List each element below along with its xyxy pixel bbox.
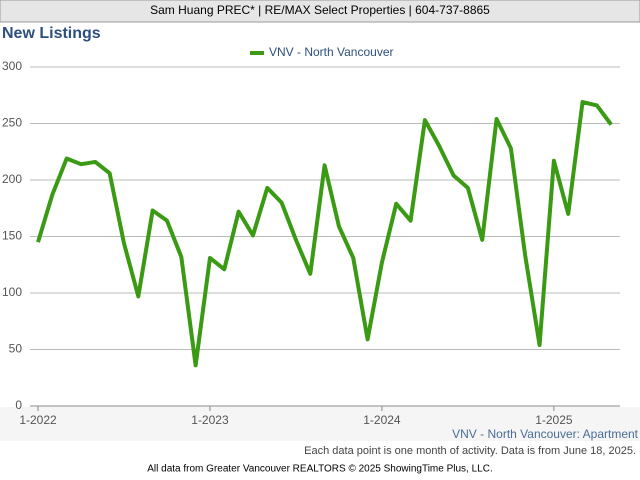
- y-tick-label: 200: [2, 172, 22, 186]
- y-tick-label: 50: [9, 342, 23, 356]
- y-tick-label: 300: [2, 59, 22, 73]
- y-tick-label: 150: [2, 229, 22, 243]
- y-tick-label: 100: [2, 285, 22, 299]
- x-tick-label: 1-2025: [535, 413, 573, 427]
- bottom-band: [0, 407, 640, 441]
- x-tick-label: 1-2022: [19, 413, 57, 427]
- chart-title: New Listings: [2, 25, 101, 42]
- x-tick-label: 1-2023: [191, 413, 229, 427]
- line: [36, 100, 613, 368]
- x-tick-label: 1-2024: [363, 413, 401, 427]
- footer: All data from Greater Vancouver REALTORS…: [147, 464, 492, 475]
- legend-label: VNV - North Vancouver: [269, 45, 394, 59]
- header-bar: [0, 0, 640, 23]
- header: Sam Huang PREC* | RE/MAX Select Properti…: [150, 3, 490, 17]
- y-tick-label: 0: [15, 398, 22, 412]
- note: Each data point is one month of activity…: [304, 445, 636, 457]
- subtitle: VNV - North Vancouver: Apartment: [452, 427, 639, 441]
- y-tick-label: 250: [2, 116, 22, 130]
